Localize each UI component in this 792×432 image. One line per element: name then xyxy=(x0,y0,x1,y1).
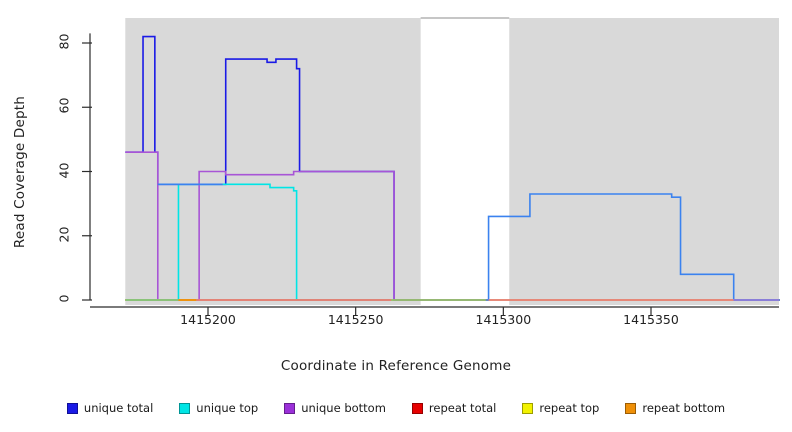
shaded-region-0 xyxy=(125,18,421,305)
legend-repeat-total[interactable]: repeat total xyxy=(411,401,497,415)
legend-repeat-bottom[interactable]: repeat bottom xyxy=(625,401,725,415)
x-tick-label-1: 1415250 xyxy=(327,312,384,327)
legend-repeat-top[interactable]: repeat top xyxy=(522,401,599,415)
y-tick-label-2: 40 xyxy=(56,162,72,178)
y-tick-label-3: 60 xyxy=(56,97,72,114)
y-tick-label-1: 20 xyxy=(56,226,72,243)
y-axis-title: Read Coverage Depth xyxy=(12,95,28,249)
plot-background-shading xyxy=(125,17,779,305)
y-tick-label-0: 0 xyxy=(56,294,72,303)
x-axis-title: Coordinate in Reference Genome xyxy=(280,358,512,374)
series-unique-bottom xyxy=(125,151,780,301)
legend-unique-top[interactable]: unique top xyxy=(179,401,258,415)
legend-swatch-icon xyxy=(625,402,637,414)
legend-unique-bottom[interactable]: unique bottom xyxy=(284,401,386,415)
legend-label: repeat total xyxy=(428,401,497,415)
shaded-region-1 xyxy=(509,18,779,305)
legend-swatch-icon xyxy=(66,402,78,414)
legend-swatch-icon xyxy=(411,402,423,414)
chart-legend: unique total unique top unique bottom repea… xyxy=(0,398,792,418)
legend-label: repeat bottom xyxy=(642,401,726,415)
series-unique-total-right-block xyxy=(485,193,780,301)
x-tick-label-3: 1415350 xyxy=(623,312,679,327)
y-tick-label-4: 80 xyxy=(56,33,72,50)
legend-swatch-icon xyxy=(522,402,534,414)
data-series-layer xyxy=(125,35,780,301)
legend-label: unique bottom xyxy=(301,401,386,415)
legend-label: unique total xyxy=(83,401,154,415)
x-tick-label-0: 1415200 xyxy=(180,312,236,327)
axes-lines xyxy=(82,33,779,315)
legend-swatch-icon xyxy=(179,402,191,414)
legend-unique-total[interactable]: unique total xyxy=(66,401,154,415)
legend-swatch-icon xyxy=(284,402,296,414)
legend-label: unique top xyxy=(196,401,259,415)
legend-label: repeat top xyxy=(539,401,600,415)
x-tick-label-2: 1415300 xyxy=(475,312,532,327)
series-unique-total xyxy=(125,35,486,301)
